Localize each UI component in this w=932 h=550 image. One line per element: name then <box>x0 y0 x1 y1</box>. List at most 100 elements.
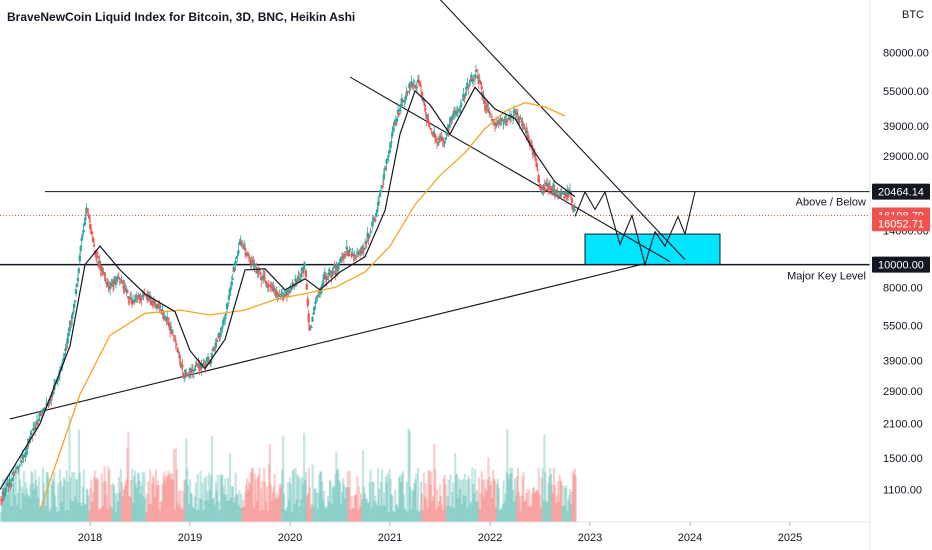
candle-body <box>206 357 210 359</box>
candle-body <box>429 127 432 129</box>
volume-bar <box>84 504 87 522</box>
candle-body <box>359 250 363 253</box>
volume-bar <box>38 507 42 522</box>
candle-body <box>431 132 434 135</box>
level-label-0: Above / Below <box>796 197 866 209</box>
volume-bar <box>221 475 224 522</box>
volume-bar <box>570 503 573 522</box>
volume-bar <box>166 475 169 522</box>
candle-body <box>524 128 527 129</box>
volume-bar <box>374 495 377 522</box>
candle-body <box>289 287 292 290</box>
volume-bar <box>503 502 506 522</box>
volume-bar <box>475 489 479 522</box>
candle-body <box>63 353 66 357</box>
candle-body <box>240 241 243 246</box>
volume-bar <box>72 501 75 522</box>
volume-bar <box>141 471 144 522</box>
volume-bar <box>95 479 98 522</box>
volume-bar <box>32 483 35 522</box>
volume-bar <box>348 470 351 522</box>
volume-bar <box>147 480 150 522</box>
volume-bar <box>351 508 354 522</box>
volume-bar <box>210 436 214 522</box>
horizontal-levels <box>0 191 870 266</box>
volume-bar <box>256 477 259 522</box>
candle-body <box>191 370 194 372</box>
volume-bar <box>18 469 21 522</box>
candle-body <box>513 109 516 111</box>
candle-body <box>20 461 23 463</box>
volume-bar <box>27 495 30 522</box>
volume-bar <box>497 488 500 522</box>
candle-body <box>468 85 471 87</box>
candle-body <box>347 255 350 256</box>
candle-body <box>372 221 375 223</box>
volume-bar <box>62 477 65 522</box>
candle-body <box>394 120 397 123</box>
volume-bar <box>86 489 89 522</box>
candle-body <box>290 287 293 289</box>
candle-body <box>172 335 175 337</box>
volume-bar <box>244 492 247 522</box>
volume-bar <box>145 511 148 522</box>
volume-bar <box>570 491 574 522</box>
volume-bar <box>541 467 544 522</box>
candle-body <box>87 213 90 215</box>
volume-bar <box>240 493 243 522</box>
volume-bar <box>320 472 323 522</box>
volume-bar <box>170 479 173 522</box>
candle-body <box>128 301 131 302</box>
volume-bar <box>431 500 434 522</box>
volume-bar <box>285 510 288 522</box>
volume-bar <box>107 466 110 522</box>
volume-bar <box>214 482 217 522</box>
time-tick-label: 2019 <box>178 532 202 544</box>
candle-body <box>75 285 78 287</box>
candle-body <box>358 254 362 256</box>
candle-body <box>26 444 29 450</box>
candle-body <box>422 100 425 101</box>
volume-bar <box>8 481 11 522</box>
candle-body <box>30 432 33 435</box>
candle-body <box>378 193 382 198</box>
volume-bar <box>457 478 461 522</box>
volume-bar <box>31 473 34 522</box>
volume-bar <box>418 510 422 522</box>
candle-body <box>65 347 68 349</box>
candle-body <box>315 297 318 299</box>
prev-close-badge-bg <box>872 215 930 232</box>
candle-body <box>91 231 94 235</box>
candle-body <box>72 311 75 315</box>
candle-body <box>180 363 183 365</box>
volume-bar <box>526 489 529 522</box>
volume-bar <box>284 509 287 522</box>
volume-bar <box>523 501 526 522</box>
volume-bar <box>217 501 220 522</box>
volume-bar <box>133 470 137 522</box>
volume-bar <box>38 476 41 522</box>
volume-bar <box>91 501 94 522</box>
candle-body <box>165 318 168 322</box>
support-zone-box <box>584 233 721 266</box>
volume-bar <box>238 490 241 522</box>
volume-bar <box>301 477 304 522</box>
volume-bar <box>190 492 193 522</box>
trendlines <box>9 0 686 420</box>
time-tick-label: 2020 <box>278 532 302 544</box>
candle-body <box>98 260 101 264</box>
candle-body <box>385 159 388 164</box>
volume-bar <box>61 486 64 522</box>
volume-bar <box>391 495 394 522</box>
candle-body <box>94 253 97 255</box>
volume-bar <box>6 495 9 522</box>
volume-bar <box>443 474 446 522</box>
volume-bar <box>263 467 266 522</box>
candle-body <box>250 260 253 262</box>
candle-body <box>311 317 314 322</box>
candle-body <box>391 131 394 137</box>
candle-body <box>346 250 349 256</box>
candle-body <box>153 300 156 302</box>
candle-body <box>330 274 333 278</box>
